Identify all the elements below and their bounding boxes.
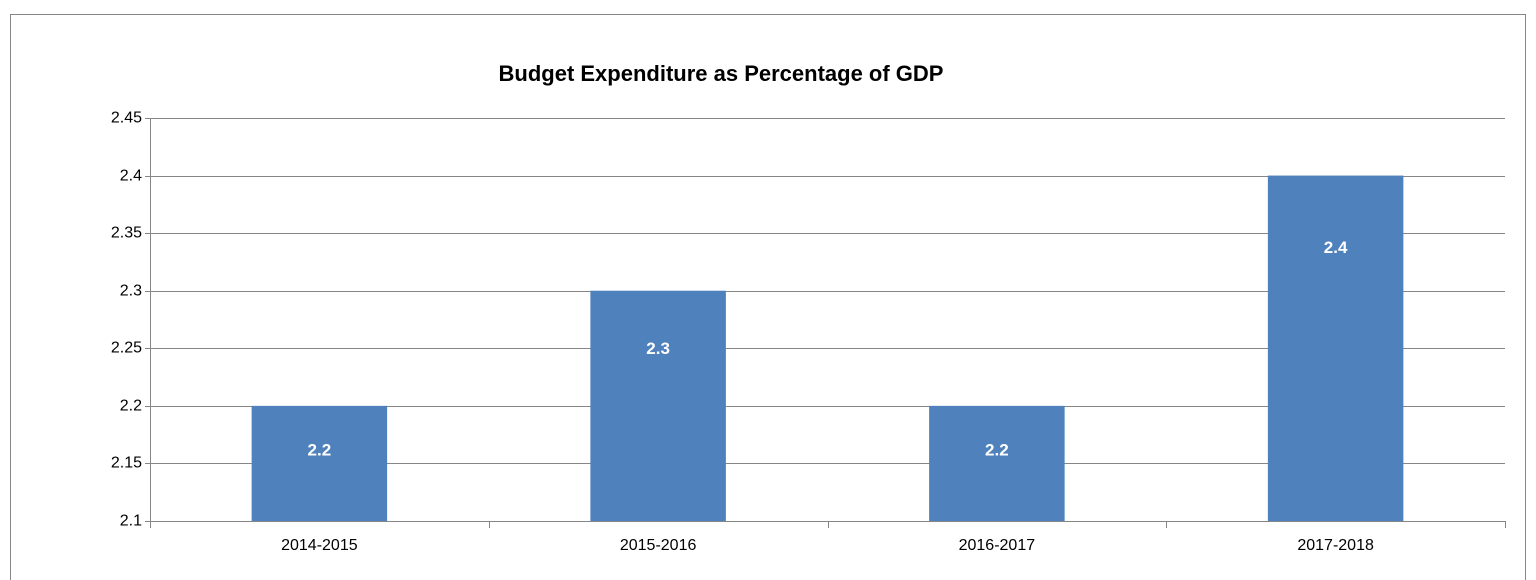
data-label: 2.2 [985,440,1009,459]
x-tick-label: 2016-2017 [959,537,1036,554]
data-label: 2.2 [308,440,332,459]
x-tick-label: 2015-2016 [620,537,697,554]
chart-title: Budget Expenditure as Percentage of GDP [499,61,944,86]
x-tick-label: 2014-2015 [281,537,358,554]
bar [929,405,1065,521]
bar [590,290,726,521]
y-tick-label: 2.1 [120,513,142,530]
y-tick-label: 2.2 [120,398,142,415]
y-tick-label: 2.45 [111,110,142,127]
y-tick-label: 2.15 [111,455,142,472]
y-tick-label: 2.35 [111,225,142,242]
bar [1267,175,1404,522]
bar [251,405,388,521]
x-tick-label: 2017-2018 [1297,537,1374,554]
y-tick-label: 2.25 [111,340,142,357]
data-label: 2.3 [646,339,670,358]
data-label: 2.4 [1324,238,1348,257]
y-tick-label: 2.3 [120,283,142,300]
y-tick-label: 2.4 [120,168,142,185]
